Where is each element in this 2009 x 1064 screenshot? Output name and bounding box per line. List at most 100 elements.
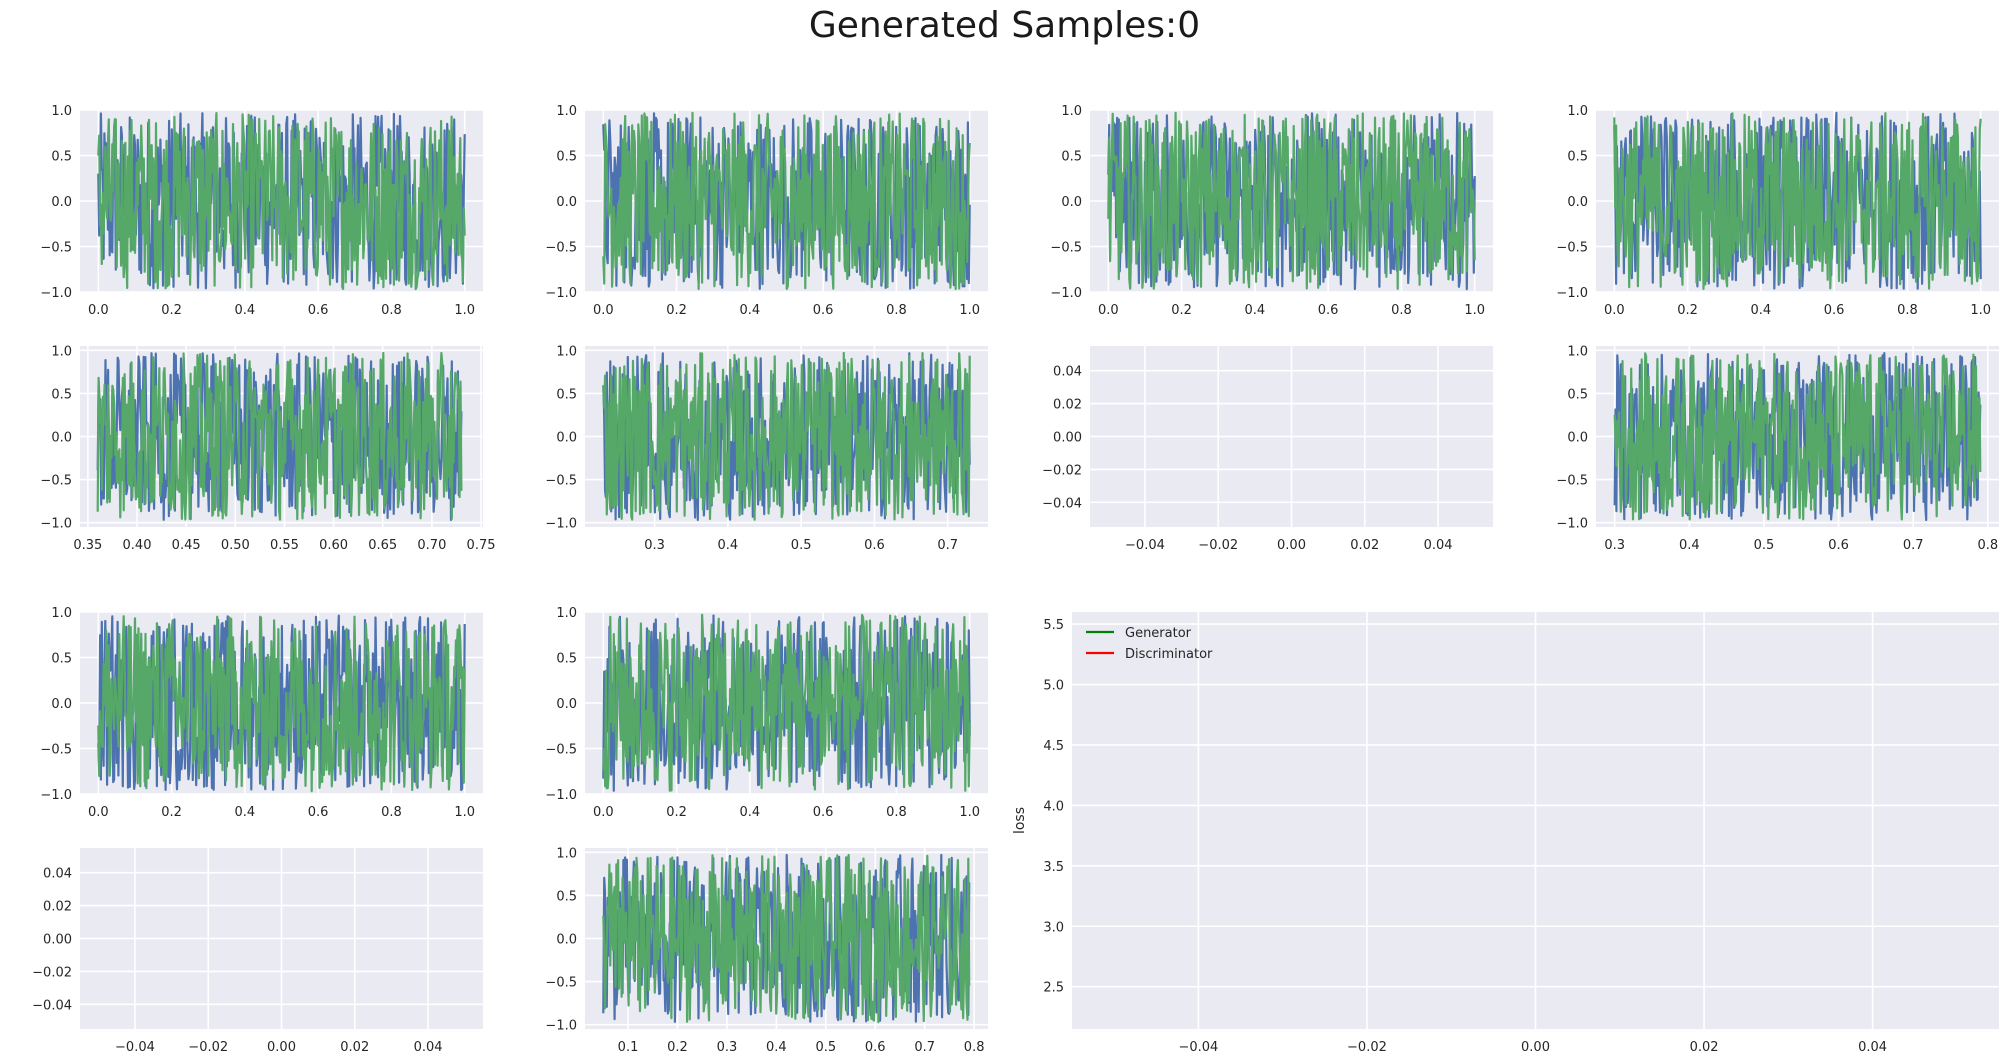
subplot-r1c4: 0.0 0.2 0.4 0.6 0.8 1.0 −1.0 −0.5 0.0 0.5 1.0 bbox=[1556, 104, 1999, 318]
x-tick-label: −0.04 bbox=[1178, 1040, 1218, 1055]
series-line-green bbox=[602, 613, 971, 792]
subplot-r2c2: 0.3 0.4 0.5 0.6 0.7 −1.0 −0.5 0.0 0.5 1.0 bbox=[545, 344, 988, 553]
x-tick-label: 0.2 bbox=[666, 303, 687, 318]
x-tick-label: 1.0 bbox=[1464, 303, 1485, 318]
x-tick-label: 0.7 bbox=[1903, 538, 1924, 553]
x-tick-label: 0.00 bbox=[1277, 538, 1306, 553]
y-tick-label: 0.0 bbox=[51, 431, 72, 446]
x-tick-label: −0.04 bbox=[1125, 538, 1165, 553]
x-tick-label: 0.35 bbox=[73, 538, 102, 553]
x-tick-label: 0.6 bbox=[308, 303, 329, 318]
y-tick-label: 0.5 bbox=[556, 387, 577, 402]
x-tick-label: 0.2 bbox=[1677, 303, 1698, 318]
x-tick-label: 0.8 bbox=[1391, 303, 1412, 318]
x-tick-label: 0.6 bbox=[864, 538, 885, 553]
y-tick-label: 0.5 bbox=[556, 150, 577, 165]
y-tick-label: 0.0 bbox=[1061, 195, 1082, 210]
x-tick-label: 0.3 bbox=[717, 1040, 738, 1055]
x-tick-label: 0.45 bbox=[172, 538, 201, 553]
y-tick-label: −1.0 bbox=[545, 517, 577, 532]
series-line-green bbox=[97, 112, 466, 291]
y-tick-label: 0.0 bbox=[556, 195, 577, 210]
subplot-r4c1: −0.04 −0.02 0.00 0.02 0.04 −0.04 −0.02 0.00 0.02… bbox=[32, 848, 483, 1055]
y-tick-label: 1.0 bbox=[1567, 344, 1588, 359]
x-tick-label: 0.3 bbox=[1604, 538, 1625, 553]
x-tick-label: 1.0 bbox=[1970, 303, 1991, 318]
y-tick-label: 0.04 bbox=[1053, 365, 1082, 380]
y-tick-label: −0.02 bbox=[1042, 463, 1082, 478]
x-tick-label: 0.6 bbox=[1824, 303, 1845, 318]
y-tick-label: 0.5 bbox=[1567, 150, 1588, 165]
subplot-r4c2: 0.1 0.2 0.3 0.4 0.5 0.6 0.7 0.8 −1.0 −0.5 0.0 0.5 1.… bbox=[545, 846, 988, 1055]
x-tick-label: 0.8 bbox=[1897, 303, 1918, 318]
y-tick-label: 4.0 bbox=[1043, 799, 1064, 814]
x-tick-label: 0.5 bbox=[1754, 538, 1775, 553]
series-line-green bbox=[602, 351, 971, 521]
x-tick-label: 0.6 bbox=[1318, 303, 1339, 318]
x-tick-label: −0.02 bbox=[1198, 538, 1238, 553]
x-tick-label: 0.0 bbox=[88, 805, 109, 820]
y-tick-label: 5.0 bbox=[1043, 679, 1064, 694]
y-tick-label: 1.0 bbox=[556, 606, 577, 621]
y-tick-label: 0.5 bbox=[556, 889, 577, 904]
series-line-green bbox=[1107, 111, 1476, 290]
y-tick-label: 0.5 bbox=[1567, 387, 1588, 402]
x-tick-label: 0.04 bbox=[1858, 1040, 1887, 1055]
y-tick-label: 0.02 bbox=[1053, 398, 1082, 413]
x-tick-label: 0.5 bbox=[791, 538, 812, 553]
y-tick-label: −0.5 bbox=[40, 241, 72, 256]
x-tick-label: 0.1 bbox=[618, 1040, 639, 1055]
x-tick-label: 0.4 bbox=[1679, 538, 1700, 553]
y-tick-label: −0.5 bbox=[1050, 241, 1082, 256]
subplot-r1c1: 0.0 0.2 0.4 0.6 0.8 1.0 −1.0 −0.5 0.0 0.5 1.0 bbox=[40, 104, 483, 318]
y-tick-label: 0.0 bbox=[1567, 431, 1588, 446]
y-tick-label: −0.5 bbox=[1556, 474, 1588, 489]
y-tick-label: 0.5 bbox=[51, 387, 72, 402]
legend-label-discriminator: Discriminator bbox=[1125, 647, 1213, 662]
x-tick-label: 0.2 bbox=[666, 805, 687, 820]
y-tick-label: −1.0 bbox=[1556, 517, 1588, 532]
x-tick-label: 0.2 bbox=[161, 303, 182, 318]
y-tick-label: −0.5 bbox=[545, 241, 577, 256]
x-tick-label: 0.8 bbox=[381, 805, 402, 820]
y-tick-label: 1.0 bbox=[556, 846, 577, 861]
y-tick-label: −0.5 bbox=[545, 474, 577, 489]
y-tick-label: 0.0 bbox=[556, 697, 577, 712]
y-tick-label: −0.5 bbox=[40, 743, 72, 758]
y-tick-label: −1.0 bbox=[1050, 286, 1082, 301]
y-tick-label: 1.0 bbox=[1061, 104, 1082, 119]
y-tick-label: −0.04 bbox=[1042, 496, 1082, 511]
x-tick-label: 0.7 bbox=[937, 538, 958, 553]
y-tick-label: 1.0 bbox=[556, 344, 577, 359]
x-tick-label: 0.5 bbox=[815, 1040, 836, 1055]
figure-title: Generated Samples:0 bbox=[808, 5, 1201, 46]
x-tick-label: 1.0 bbox=[959, 805, 980, 820]
x-tick-label: 0.4 bbox=[1751, 303, 1772, 318]
y-tick-label: −1.0 bbox=[40, 286, 72, 301]
y-tick-label: 1.0 bbox=[556, 104, 577, 119]
x-tick-label: 0.4 bbox=[1245, 303, 1266, 318]
y-tick-label: −0.5 bbox=[545, 976, 577, 991]
y-tick-label: 0.00 bbox=[43, 933, 72, 948]
x-tick-label: 0.0 bbox=[88, 303, 109, 318]
x-tick-label: −0.04 bbox=[115, 1040, 155, 1055]
y-tick-label: −1.0 bbox=[545, 1019, 577, 1034]
x-tick-label: 0.2 bbox=[161, 805, 182, 820]
x-tick-label: 0.3 bbox=[644, 538, 665, 553]
x-tick-label: 0.6 bbox=[813, 805, 834, 820]
x-tick-label: 0.8 bbox=[1977, 538, 1998, 553]
y-tick-label: −0.5 bbox=[1556, 241, 1588, 256]
x-tick-label: 0.75 bbox=[467, 538, 496, 553]
x-tick-label: 0.04 bbox=[1424, 538, 1453, 553]
x-tick-label: 0.6 bbox=[1828, 538, 1849, 553]
y-tick-label: 0.02 bbox=[43, 900, 72, 915]
x-tick-label: 1.0 bbox=[454, 303, 475, 318]
y-tick-label: −0.5 bbox=[40, 474, 72, 489]
y-tick-label: −1.0 bbox=[1556, 286, 1588, 301]
x-tick-label: 1.0 bbox=[454, 805, 475, 820]
x-tick-label: 0.7 bbox=[914, 1040, 935, 1055]
y-tick-label: −1.0 bbox=[545, 788, 577, 803]
series-line-blue bbox=[602, 352, 971, 522]
x-tick-label: 0.0 bbox=[1098, 303, 1119, 318]
series-line-green bbox=[1613, 352, 1982, 521]
